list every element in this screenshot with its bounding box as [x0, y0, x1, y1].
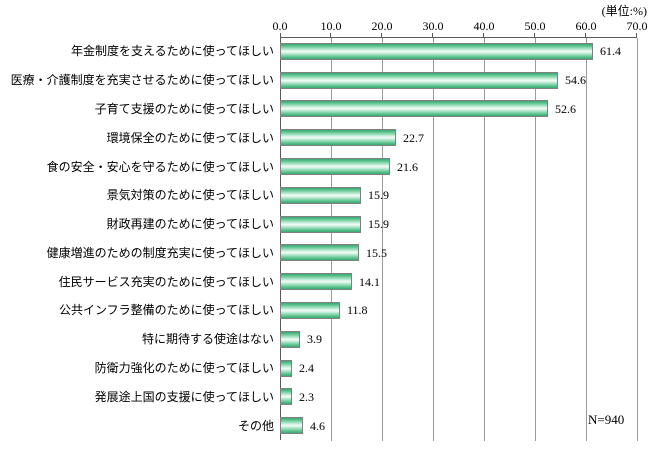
category-label: 食の安全・安心を守るために使ってほしい: [46, 160, 274, 174]
category-label: 住民サービス充実のために使ってほしい: [58, 275, 274, 289]
category-label: 医療・介護制度を充実させるために使ってほしい: [10, 73, 274, 87]
bar: [280, 302, 340, 319]
gridline: [484, 38, 485, 441]
axis-tick-label: 40.0: [473, 19, 495, 33]
value-label: 15.5: [366, 246, 387, 260]
bar: [280, 360, 292, 377]
bar: [280, 158, 390, 175]
category-label: 環境保全のために使ってほしい: [106, 131, 274, 145]
bar: [280, 129, 396, 146]
value-label: 15.9: [368, 188, 389, 202]
bar: [280, 187, 361, 204]
value-label: 52.6: [555, 102, 576, 116]
value-label: 22.7: [403, 131, 424, 145]
axis-tick-label: 50.0: [524, 19, 546, 33]
gridline: [586, 38, 587, 441]
category-label: 公共インフラ整備のために使ってほしい: [58, 303, 274, 317]
value-label: 4.6: [310, 419, 325, 433]
axis-tick-mark: [330, 33, 331, 37]
axis-tick-label: 0.0: [272, 19, 288, 33]
value-label: 11.8: [347, 303, 368, 317]
category-label: 防衛力強化のために使ってほしい: [94, 361, 274, 375]
axis-tick-label: 20.0: [371, 19, 393, 33]
category-label: 景気対策のために使ってほしい: [106, 188, 274, 202]
bar: [280, 244, 359, 261]
axis-tick-mark: [636, 33, 637, 37]
axis-tick-mark: [280, 33, 281, 37]
bar: [280, 331, 300, 348]
category-label: 特に期待する使途はない: [141, 332, 274, 346]
gridline: [382, 38, 383, 441]
value-label: 2.4: [299, 361, 314, 375]
gridline: [433, 38, 434, 441]
axis-tick-label: 30.0: [422, 19, 444, 33]
axis-tick-label: 10.0: [320, 19, 342, 33]
value-label: 15.9: [368, 217, 389, 231]
value-label: 61.4: [600, 44, 621, 58]
value-label: 21.6: [397, 160, 418, 174]
axis-tick-label: 60.0: [575, 19, 597, 33]
bar: [280, 273, 352, 290]
category-label: 年金制度を支えるために使ってほしい: [70, 44, 274, 58]
value-label: 14.1: [359, 275, 380, 289]
axis-tick-mark: [381, 33, 382, 37]
category-label: 財政再建のために使ってほしい: [106, 217, 274, 231]
category-label: 発展途上国の支援に使ってほしい: [94, 390, 274, 404]
bar: [280, 72, 558, 89]
gridline: [637, 38, 638, 441]
axis-tick-mark: [585, 33, 586, 37]
sample-size-label: N=940: [588, 412, 625, 427]
axis-tick-mark: [483, 33, 484, 37]
bar: [280, 216, 361, 233]
bar: [280, 100, 548, 117]
gridline: [331, 38, 332, 441]
plot-area: [280, 37, 638, 441]
category-label: その他: [237, 419, 274, 433]
value-label: 2.3: [299, 390, 314, 404]
axis-tick-mark: [432, 33, 433, 37]
category-label: 子育て支援のために使ってほしい: [94, 102, 274, 116]
axis-tick-mark: [534, 33, 535, 37]
unit-label: (単位:%): [601, 4, 647, 18]
bar: [280, 388, 292, 405]
value-label: 54.6: [565, 73, 586, 87]
bar: [280, 417, 303, 434]
bar: [280, 43, 593, 60]
gridline: [535, 38, 536, 441]
category-label: 健康増進のための制度充実に使ってほしい: [46, 246, 274, 260]
value-label: 3.9: [307, 332, 322, 346]
axis-tick-label: 70.0: [626, 19, 648, 33]
